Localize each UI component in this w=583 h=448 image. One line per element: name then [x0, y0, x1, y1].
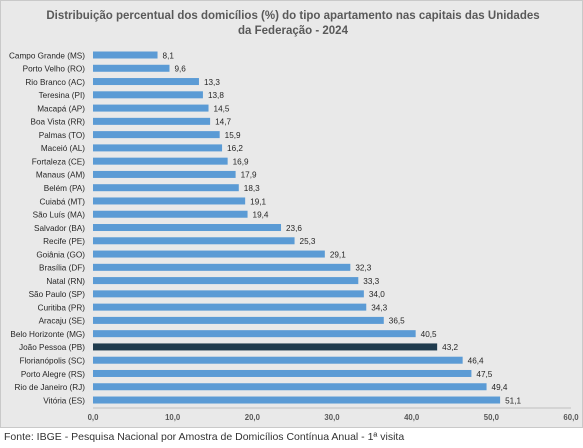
bar: [93, 131, 220, 139]
bar: [93, 184, 239, 192]
value-label: 14,5: [214, 104, 230, 113]
category-label: Belém (PA): [44, 184, 86, 193]
category-label: João Pessoa (PB): [19, 343, 85, 352]
bar: [93, 316, 384, 324]
bar: [93, 250, 325, 258]
bar: [93, 237, 295, 245]
bar: [93, 144, 223, 152]
x-tick-label: 0,0: [88, 413, 100, 422]
category-label: Boa Vista (RR): [31, 118, 86, 127]
x-tick-label: 40,0: [404, 413, 420, 422]
value-label: 46,4: [468, 357, 484, 366]
category-label: Porto Alegre (RS): [21, 370, 85, 379]
chart-title-line-2: da Federação - 2024: [238, 25, 349, 37]
category-label: São Paulo (SP): [29, 290, 86, 299]
value-label: 36,5: [389, 317, 405, 326]
value-label: 25,3: [300, 237, 316, 246]
bar: [93, 263, 351, 271]
category-label: Brasília (DF): [39, 264, 85, 273]
value-label: 32,3: [355, 264, 371, 273]
category-label: Belo Horizonte (MG): [10, 330, 85, 339]
x-tick-label: 10,0: [165, 413, 181, 422]
category-label: Cuiabá (MT): [40, 197, 86, 206]
value-label: 23,6: [286, 224, 302, 233]
category-label: Manaus (AM): [36, 171, 85, 180]
value-label: 14,7: [215, 118, 231, 127]
chart-panel: Distribuição percentual dos domicílios (…: [0, 0, 583, 428]
value-label: 43,2: [442, 343, 458, 352]
value-label: 16,2: [227, 144, 243, 153]
value-label: 49,4: [492, 383, 508, 392]
value-label: 33,3: [363, 277, 379, 286]
category-label: Rio Branco (AC): [25, 78, 85, 87]
bar: [93, 330, 416, 338]
category-label: Palmas (TO): [39, 131, 86, 140]
category-label: Aracaju (SE): [39, 317, 86, 326]
bar: [93, 356, 463, 364]
x-axis: 0,0 10,0 20,0 30,0 40,0 50,0 60,0: [88, 407, 579, 422]
category-label: Florianópolis (SC): [19, 357, 85, 366]
value-label: 40,5: [421, 330, 437, 339]
bar: [93, 277, 359, 285]
bar: [93, 210, 248, 218]
bar: [93, 290, 364, 298]
value-label: 18,3: [244, 184, 260, 193]
bar: [93, 170, 236, 178]
category-label: Teresina (PI): [39, 91, 86, 100]
bar-highlighted: [93, 343, 438, 351]
bars-layer: Campo Grande (MS) 8,1 Porto Velho (RO) 9,6 R…: [9, 51, 521, 405]
value-label: 34,0: [369, 290, 385, 299]
category-label: Vitória (ES): [43, 396, 85, 405]
bar: [93, 157, 228, 165]
source-note: Fonte: IBGE - Pesquisa Nacional por Amos…: [4, 431, 405, 443]
category-label: Rio de Janeiro (RJ): [14, 383, 85, 392]
bar: [93, 303, 367, 311]
x-tick-label: 20,0: [245, 413, 261, 422]
category-label: Maceió (AL): [41, 144, 85, 153]
bar: [93, 396, 501, 404]
bar: [93, 117, 211, 125]
bar: [93, 64, 170, 72]
value-label: 34,3: [371, 303, 387, 312]
bar: [93, 91, 203, 99]
category-label: São Luís (MA): [33, 211, 86, 220]
category-label: Salvador (BA): [34, 224, 85, 233]
value-label: 29,1: [330, 250, 346, 259]
bar-chart: Distribuição percentual dos domicílios (…: [9, 10, 579, 422]
x-tick-label: 30,0: [324, 413, 340, 422]
category-label: Porto Velho (RO): [23, 65, 86, 74]
chart-title-line-1: Distribuição percentual dos domicílios (…: [46, 10, 539, 22]
value-label: 16,9: [233, 157, 249, 166]
category-label: Fortaleza (CE): [32, 157, 86, 166]
bar: [93, 78, 199, 86]
x-tick-label: 60,0: [563, 413, 579, 422]
value-label: 13,3: [204, 78, 220, 87]
category-label: Macapá (AP): [37, 104, 85, 113]
bar: [93, 383, 487, 391]
category-label: Natal (RN): [46, 277, 85, 286]
bar: [93, 51, 158, 59]
value-label: 9,6: [174, 65, 186, 74]
value-label: 19,1: [250, 197, 266, 206]
x-tick-label: 50,0: [484, 413, 500, 422]
value-label: 19,4: [253, 211, 269, 220]
bar: [93, 197, 246, 205]
category-label: Curitiba (PR): [38, 303, 86, 312]
category-label: Goiânia (GO): [36, 250, 85, 259]
value-label: 13,8: [208, 91, 224, 100]
value-label: 47,5: [476, 370, 492, 379]
value-label: 17,9: [241, 171, 257, 180]
category-label: Recife (PE): [43, 237, 85, 246]
value-label: 51,1: [505, 396, 521, 405]
bar: [93, 369, 472, 377]
category-label: Campo Grande (MS): [9, 51, 85, 60]
bar: [93, 224, 282, 232]
value-label: 8,1: [163, 51, 175, 60]
value-label: 15,9: [225, 131, 241, 140]
bar: [93, 104, 209, 112]
